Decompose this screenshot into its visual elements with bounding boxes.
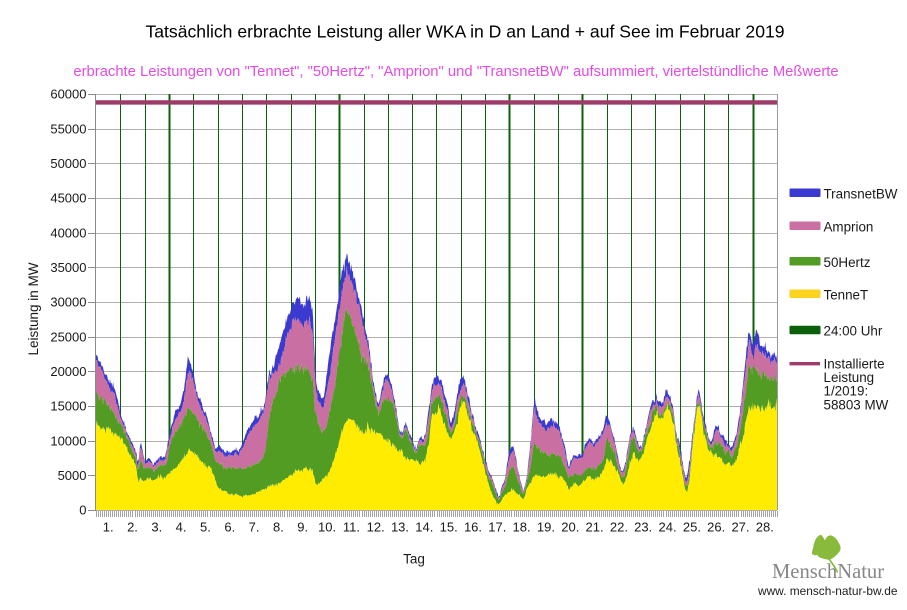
svg-text:16.: 16. — [464, 520, 482, 535]
svg-text:17.: 17. — [488, 520, 506, 535]
svg-text:Amprion: Amprion — [824, 220, 874, 235]
svg-text:www. mensch-natur-bw.de: www. mensch-natur-bw.de — [757, 584, 898, 598]
svg-text:40000: 40000 — [50, 225, 86, 240]
svg-text:Leistung: Leistung — [824, 370, 875, 385]
svg-text:1/2019:: 1/2019: — [824, 384, 869, 399]
svg-text:Installierte: Installierte — [824, 357, 885, 372]
svg-text:25000: 25000 — [50, 329, 86, 344]
svg-text:24:00 Uhr: 24:00 Uhr — [824, 323, 883, 338]
svg-text:45000: 45000 — [50, 191, 86, 206]
svg-text:15.: 15. — [440, 520, 458, 535]
svg-text:Leistung in MW: Leistung in MW — [26, 262, 41, 355]
svg-text:50Hertz: 50Hertz — [824, 255, 871, 270]
svg-text:55000: 55000 — [50, 121, 86, 136]
svg-text:13.: 13. — [391, 520, 409, 535]
svg-text:18.: 18. — [513, 520, 531, 535]
svg-text:28.: 28. — [756, 520, 774, 535]
svg-text:3.: 3. — [151, 520, 162, 535]
svg-text:10.: 10. — [318, 520, 336, 535]
svg-text:Tatsächlich erbrachte Leistung: Tatsächlich erbrachte Leistung aller WKA… — [145, 22, 784, 42]
svg-text:7.: 7. — [249, 520, 260, 535]
svg-text:14.: 14. — [415, 520, 433, 535]
svg-text:50000: 50000 — [50, 156, 86, 171]
svg-text:TenneT: TenneT — [824, 288, 869, 303]
svg-text:12.: 12. — [367, 520, 385, 535]
svg-text:15000: 15000 — [50, 399, 86, 414]
svg-text:9.: 9. — [297, 520, 308, 535]
svg-text:0: 0 — [79, 503, 86, 518]
svg-text:5000: 5000 — [58, 468, 87, 483]
svg-text:58803 MW: 58803 MW — [824, 397, 889, 412]
svg-text:1.: 1. — [103, 520, 114, 535]
svg-text:5.: 5. — [200, 520, 211, 535]
svg-text:26.: 26. — [707, 520, 725, 535]
svg-text:35000: 35000 — [50, 260, 86, 275]
svg-text:10000: 10000 — [50, 433, 86, 448]
svg-text:2.: 2. — [127, 520, 138, 535]
svg-text:25.: 25. — [683, 520, 701, 535]
svg-text:27.: 27. — [731, 520, 749, 535]
svg-text:30000: 30000 — [50, 295, 86, 310]
svg-text:19.: 19. — [537, 520, 555, 535]
svg-text:TransnetBW: TransnetBW — [824, 187, 898, 202]
svg-text:60000: 60000 — [50, 87, 86, 102]
svg-text:4.: 4. — [176, 520, 187, 535]
svg-text:23.: 23. — [634, 520, 652, 535]
svg-text:20000: 20000 — [50, 364, 86, 379]
svg-text:6.: 6. — [224, 520, 235, 535]
svg-text:20.: 20. — [561, 520, 579, 535]
svg-text:erbrachte Leistungen von "Tenn: erbrachte Leistungen von "Tennet", "50He… — [73, 64, 838, 80]
svg-text:22.: 22. — [610, 520, 628, 535]
svg-text:24.: 24. — [659, 520, 677, 535]
svg-text:21.: 21. — [586, 520, 604, 535]
svg-text:MenschNatur: MenschNatur — [772, 561, 884, 583]
svg-text:8.: 8. — [273, 520, 284, 535]
svg-text:Tag: Tag — [403, 552, 425, 567]
svg-text:11.: 11. — [343, 520, 360, 535]
